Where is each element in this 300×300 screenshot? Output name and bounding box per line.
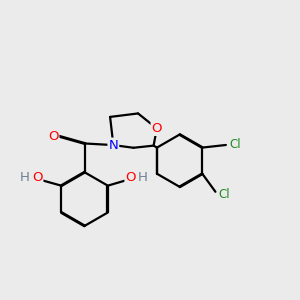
Text: O: O bbox=[32, 171, 42, 184]
Text: H: H bbox=[138, 171, 148, 184]
Text: O: O bbox=[125, 171, 136, 184]
Text: Cl: Cl bbox=[219, 188, 230, 201]
Text: Cl: Cl bbox=[229, 139, 241, 152]
Text: O: O bbox=[48, 130, 58, 143]
Text: O: O bbox=[152, 122, 162, 135]
Text: H: H bbox=[20, 171, 30, 184]
Text: N: N bbox=[109, 139, 118, 152]
